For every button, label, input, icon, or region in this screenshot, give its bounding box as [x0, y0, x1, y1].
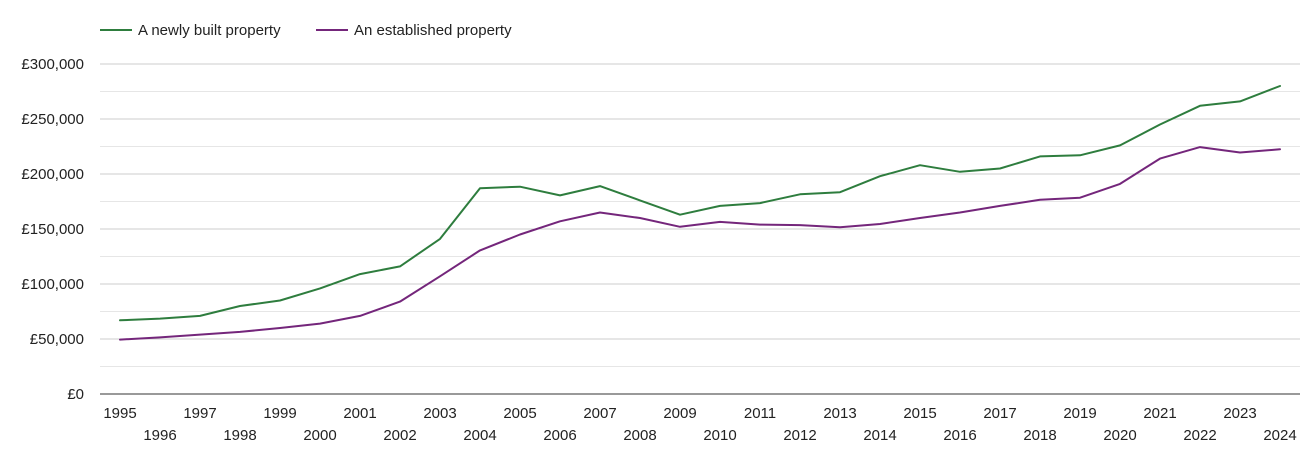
x-tick-label: 2011	[744, 405, 776, 422]
series-lines	[119, 85, 1281, 341]
x-tick-label: 2008	[623, 427, 656, 444]
x-tick-label: 1997	[183, 405, 216, 422]
x-axis: 1995 1996 1997 1998 1999 2000 2001 2002 2003 2004…	[100, 393, 1300, 444]
x-tick-label: 2018	[1023, 427, 1056, 444]
x-tick-label: 2004	[463, 427, 496, 444]
legend-label-1: A newly built property	[138, 22, 281, 39]
series-line-2	[119, 146, 1281, 341]
y-axis: £0 £50,000 £100,000 £150,000 £200,000 £250,00…	[21, 56, 84, 403]
x-tick-label: 1996	[143, 427, 176, 444]
x-tick-label: 2020	[1103, 427, 1136, 444]
x-tick-label: 2010	[703, 427, 736, 444]
y-tick-label: £0	[67, 386, 84, 403]
y-tick-label: £300,000	[21, 56, 84, 73]
x-tick-label: 2001	[343, 405, 376, 422]
x-tick-label: 2000	[303, 427, 336, 444]
x-tick-label: 2023	[1223, 405, 1256, 422]
legend-label-2: An established property	[354, 22, 512, 39]
x-tick-label: 2002	[383, 427, 416, 444]
x-tick-label: 2021	[1143, 405, 1176, 422]
y-tick-label: £50,000	[30, 331, 84, 348]
x-tick-label: 2016	[943, 427, 976, 444]
x-tick-label: 2005	[503, 405, 536, 422]
gridlines	[100, 63, 1300, 367]
legend: A newly built property An established pro…	[100, 22, 512, 39]
x-tick-label: 2009	[663, 405, 696, 422]
x-tick-label: 2019	[1063, 405, 1096, 422]
y-tick-label: £200,000	[21, 166, 84, 183]
x-tick-label: 2022	[1183, 427, 1216, 444]
y-tick-label: £150,000	[21, 221, 84, 238]
x-tick-label: 2013	[823, 405, 856, 422]
x-tick-label: 2007	[583, 405, 616, 422]
x-tick-label: 1995	[103, 405, 136, 422]
y-tick-label: £250,000	[21, 111, 84, 128]
x-tick-label: 2017	[983, 405, 1016, 422]
x-tick-label: 1999	[263, 405, 296, 422]
x-tick-label: 2006	[543, 427, 576, 444]
x-tick-label: 2014	[863, 427, 896, 444]
x-tick-label: 2024	[1263, 427, 1296, 444]
x-tick-label: 2003	[423, 405, 456, 422]
y-tick-label: £100,000	[21, 276, 84, 293]
x-tick-label: 1998	[223, 427, 256, 444]
series-line-1	[119, 85, 1281, 322]
x-tick-label: 2015	[903, 405, 936, 422]
x-tick-label: 2012	[783, 427, 816, 444]
